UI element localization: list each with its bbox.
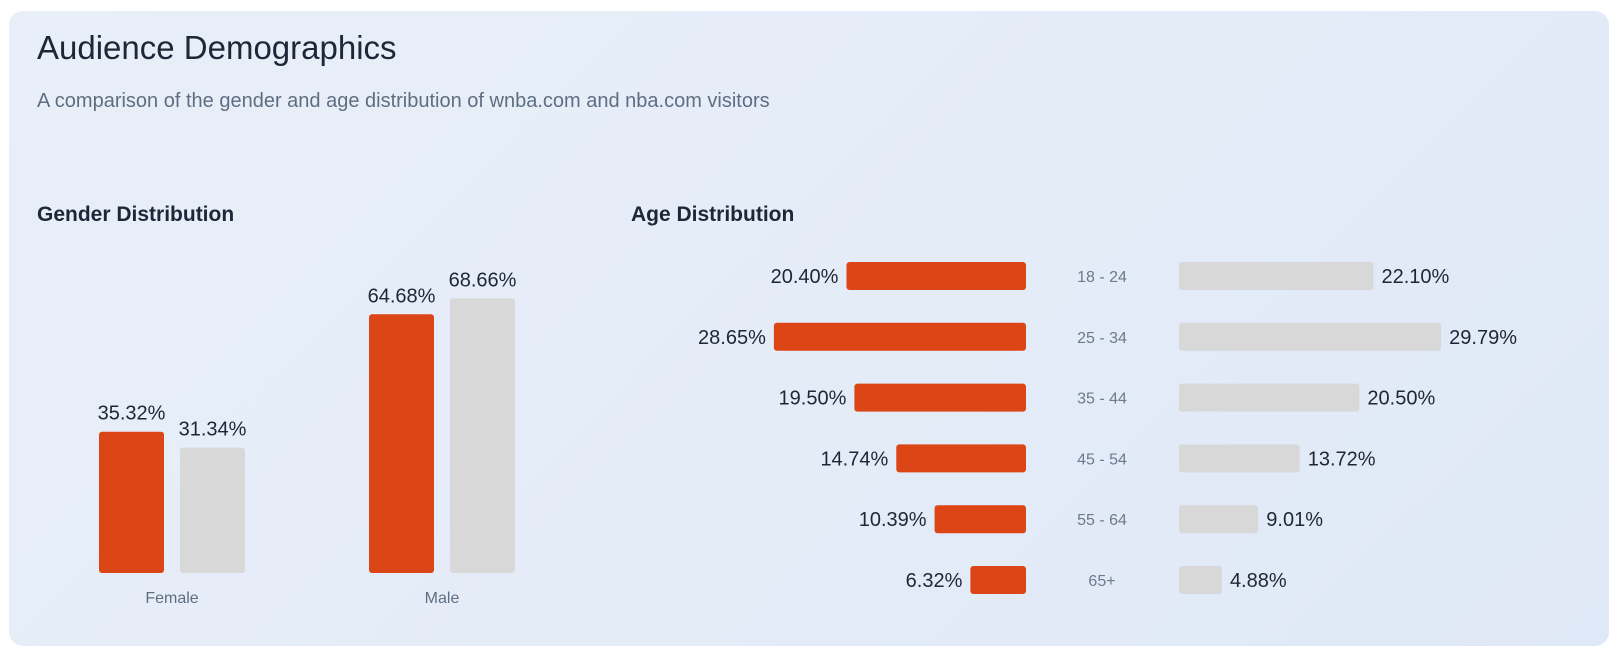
gender-distribution-chart: 35.32% 31.34% Female 64.68% 68.66% Male bbox=[98, 269, 517, 607]
age-distribution-chart: 20.40% 18 - 24 22.10% 28.65% 25 - 34 29.79% 19… bbox=[698, 262, 1517, 594]
age-bar-nba bbox=[1179, 444, 1300, 473]
age-category-label: 65+ bbox=[1088, 573, 1115, 590]
gender-value-wnba-male: 64.68% bbox=[368, 285, 436, 307]
age-value-nba: 29.79% bbox=[1449, 327, 1517, 349]
age-bar-nba bbox=[1179, 566, 1222, 594]
gender-value-nba-male: 68.66% bbox=[449, 269, 517, 291]
page-title: Audience Demographics bbox=[37, 29, 397, 66]
age-value-wnba: 20.40% bbox=[771, 266, 839, 288]
age-value-wnba: 6.32% bbox=[906, 570, 963, 592]
age-bar-wnba bbox=[773, 322, 1026, 351]
gender-bar-wnba-male bbox=[369, 314, 434, 573]
age-value-nba: 13.72% bbox=[1308, 448, 1376, 470]
age-value-wnba: 19.50% bbox=[779, 388, 847, 410]
gender-bar-nba-male bbox=[450, 298, 515, 573]
gender-value-wnba-female: 35.32% bbox=[98, 403, 166, 425]
age-value-wnba: 14.74% bbox=[820, 448, 888, 470]
age-bar-nba bbox=[1179, 262, 1374, 290]
age-category-label: 25 - 34 bbox=[1077, 330, 1127, 347]
age-category-label: 18 - 24 bbox=[1077, 269, 1127, 286]
gender-value-nba-female: 31.34% bbox=[179, 419, 247, 441]
gender-chart-title: Gender Distribution bbox=[37, 203, 235, 226]
age-bar-wnba bbox=[896, 444, 1026, 473]
age-bar-wnba bbox=[970, 566, 1026, 594]
age-value-wnba: 28.65% bbox=[698, 327, 766, 349]
age-bar-wnba bbox=[846, 262, 1026, 290]
age-category-label: 45 - 54 bbox=[1077, 451, 1127, 468]
age-value-wnba: 10.39% bbox=[859, 509, 927, 531]
age-bar-nba bbox=[1179, 322, 1442, 351]
age-bar-nba bbox=[1179, 383, 1360, 412]
age-value-nba: 22.10% bbox=[1381, 266, 1449, 288]
age-category-label: 55 - 64 bbox=[1077, 512, 1127, 529]
demographics-card: Audience Demographics A comparison of th… bbox=[9, 11, 1609, 646]
age-bar-wnba bbox=[854, 383, 1026, 412]
age-value-nba: 9.01% bbox=[1266, 509, 1323, 531]
age-value-nba: 4.88% bbox=[1230, 570, 1287, 592]
gender-bar-nba-female bbox=[180, 447, 245, 573]
age-bar-nba bbox=[1179, 505, 1259, 534]
gender-category-label: Male bbox=[425, 590, 460, 607]
gender-category-label: Female bbox=[145, 590, 198, 607]
age-category-label: 35 - 44 bbox=[1077, 391, 1127, 408]
age-chart-title: Age Distribution bbox=[631, 203, 795, 226]
age-bar-wnba bbox=[934, 505, 1026, 534]
gender-bar-wnba-female bbox=[99, 431, 164, 573]
age-value-nba: 20.50% bbox=[1367, 388, 1435, 410]
page-subtitle: A comparison of the gender and age distr… bbox=[37, 90, 770, 112]
